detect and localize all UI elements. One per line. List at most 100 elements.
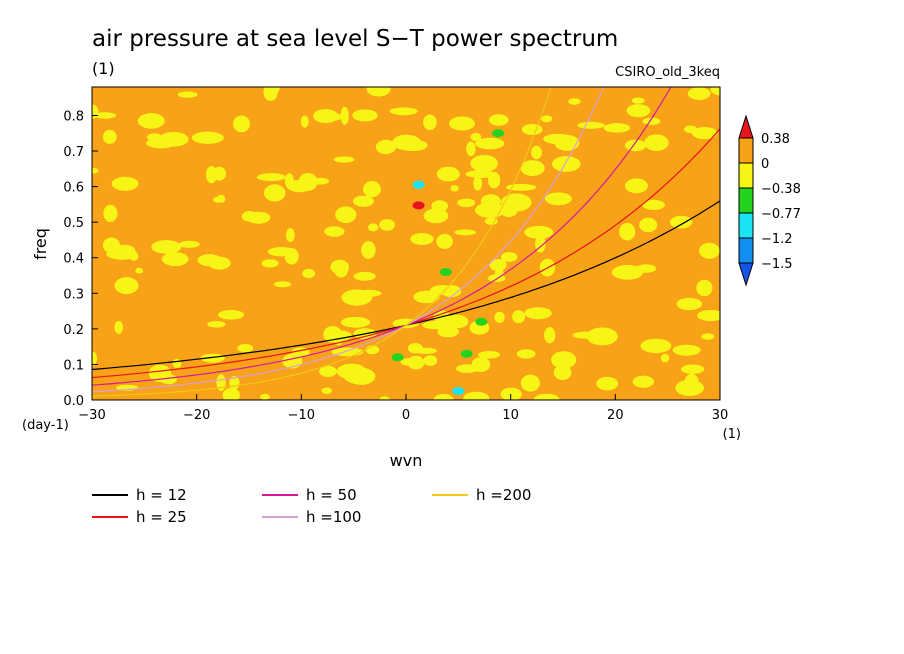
field-patch bbox=[449, 116, 475, 131]
field-patch bbox=[340, 106, 349, 125]
y-axis: 0.0 0.1 0.2 0.3 0.4 0.5 0.6 0.7 0.8 bbox=[63, 109, 98, 409]
field-patch bbox=[361, 241, 376, 259]
field-patch bbox=[636, 264, 656, 273]
field-patch bbox=[93, 112, 117, 119]
field-patch bbox=[423, 114, 437, 131]
field-patch bbox=[114, 320, 123, 334]
field-patch bbox=[441, 285, 462, 298]
anomaly-blob bbox=[452, 387, 465, 396]
field-patch bbox=[631, 97, 645, 104]
field-patch bbox=[531, 145, 542, 160]
field-patch bbox=[261, 259, 279, 268]
field-patch bbox=[397, 139, 428, 151]
field-patch bbox=[475, 137, 505, 150]
colorbar-segment bbox=[738, 237, 754, 264]
field-patch bbox=[379, 219, 395, 231]
field-patch bbox=[263, 184, 286, 202]
x-tick-label: −30 bbox=[78, 408, 105, 423]
field-patch bbox=[632, 375, 654, 388]
field-patch bbox=[92, 351, 98, 366]
field-patch bbox=[624, 139, 647, 152]
field-patch bbox=[263, 87, 278, 101]
colorbar-segment bbox=[738, 212, 754, 239]
field-patch bbox=[207, 321, 226, 328]
field-patch bbox=[553, 364, 572, 381]
field-patch bbox=[284, 173, 294, 189]
field-patch bbox=[445, 314, 469, 329]
field-patch bbox=[488, 171, 501, 189]
field-patch bbox=[375, 139, 396, 155]
field-patch bbox=[206, 166, 217, 184]
field-patch bbox=[341, 289, 373, 306]
field-patch bbox=[333, 156, 355, 163]
anomaly-blob bbox=[412, 180, 425, 189]
field-patch bbox=[366, 87, 391, 97]
field-patch bbox=[450, 185, 459, 192]
field-patch bbox=[363, 181, 381, 198]
field-patch bbox=[697, 310, 720, 321]
field-patch bbox=[313, 112, 343, 122]
field-patch bbox=[437, 326, 459, 338]
field-patch bbox=[533, 393, 560, 400]
field-patch bbox=[433, 394, 454, 400]
anomaly-blob bbox=[475, 317, 488, 326]
field-patch bbox=[611, 264, 644, 280]
y-tick-label: 0.3 bbox=[63, 287, 84, 302]
x-axis-title: wvn bbox=[390, 451, 423, 470]
field-patch bbox=[368, 223, 379, 232]
field-patch bbox=[413, 290, 440, 304]
colorbar-top-arrow bbox=[738, 114, 754, 139]
field-patch bbox=[642, 199, 665, 210]
field-patch bbox=[335, 206, 357, 223]
field-patch bbox=[541, 115, 553, 123]
field-patch bbox=[260, 393, 270, 400]
colorbar: 0.38 0 −0.38 −0.77 −1.2 −1.5 bbox=[738, 114, 801, 287]
field-patch bbox=[135, 267, 144, 274]
field-patch bbox=[710, 87, 720, 96]
field-patch bbox=[111, 176, 139, 191]
field-patch bbox=[179, 240, 200, 248]
colorbar-label: −0.77 bbox=[761, 207, 801, 222]
field-patch bbox=[325, 330, 352, 342]
field-patch bbox=[701, 333, 715, 340]
legend-label: h = 50 bbox=[306, 486, 357, 504]
field-patch bbox=[568, 98, 581, 105]
y-tick-label: 0.7 bbox=[63, 145, 84, 160]
field-patch bbox=[457, 198, 476, 208]
field-patch bbox=[681, 364, 705, 374]
field-patch bbox=[103, 204, 118, 222]
legend-label: h = 12 bbox=[136, 486, 187, 504]
field-patch bbox=[500, 387, 522, 400]
field-patch bbox=[340, 316, 371, 328]
x-unit-label: (1) bbox=[723, 427, 741, 442]
field-patch bbox=[670, 215, 693, 229]
field-patch bbox=[208, 256, 231, 270]
field-patch bbox=[436, 166, 460, 182]
field-patch bbox=[552, 156, 581, 172]
colorbar-bottom-arrow bbox=[738, 262, 754, 287]
field-patch bbox=[524, 307, 552, 320]
field-patch bbox=[494, 311, 505, 323]
field-patch bbox=[324, 226, 345, 237]
field-patch bbox=[524, 225, 554, 239]
field-patch bbox=[501, 252, 518, 262]
y-tick-label: 0.4 bbox=[63, 252, 84, 267]
curve-h200 bbox=[92, 87, 552, 397]
field-patch bbox=[233, 115, 250, 133]
colorbar-label: 0 bbox=[761, 157, 769, 172]
y-tick-label: 0.6 bbox=[63, 181, 84, 196]
field-patch bbox=[691, 127, 718, 140]
field-patch bbox=[463, 391, 490, 400]
colorbar-label: −1.2 bbox=[761, 232, 793, 247]
field-patch bbox=[696, 279, 713, 297]
legend-label: h = 25 bbox=[136, 508, 187, 526]
x-tick-label: 20 bbox=[607, 408, 624, 423]
field-patch bbox=[273, 281, 292, 288]
field-patch bbox=[311, 177, 329, 185]
field-patch bbox=[102, 129, 117, 144]
source-label: CSIRO_old_3keq bbox=[615, 65, 720, 80]
curve-layer bbox=[92, 87, 720, 397]
field-patch bbox=[675, 379, 704, 396]
field-patch bbox=[660, 353, 670, 363]
field-patch bbox=[520, 374, 541, 392]
